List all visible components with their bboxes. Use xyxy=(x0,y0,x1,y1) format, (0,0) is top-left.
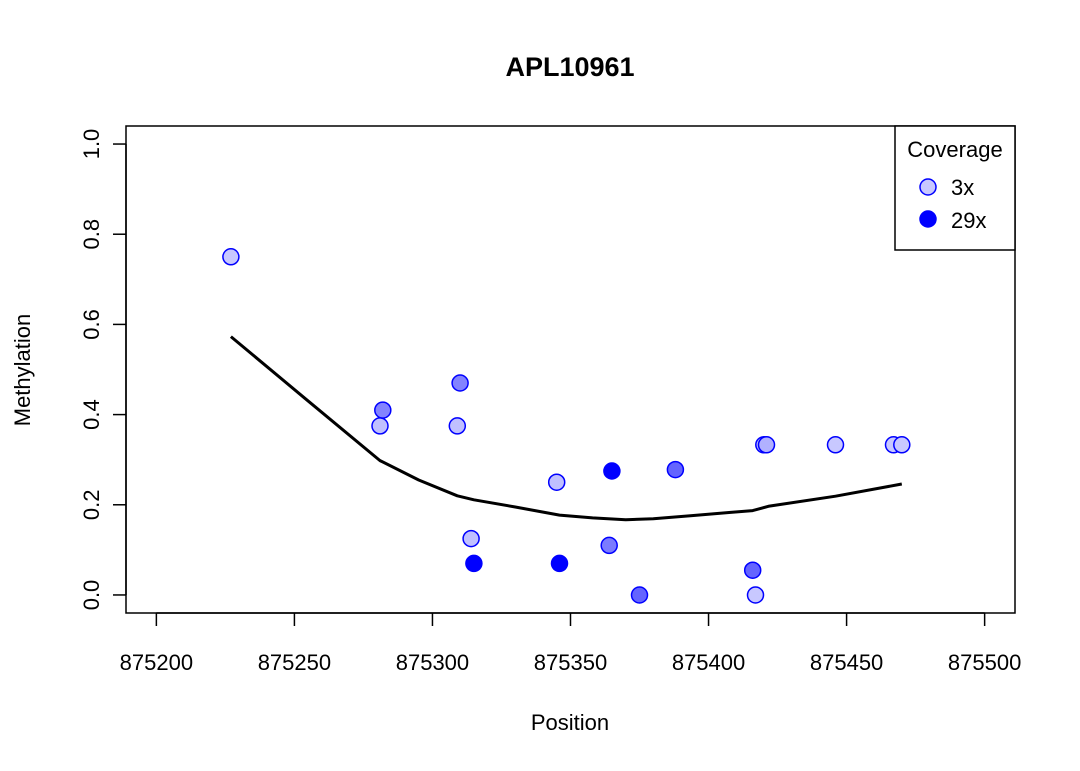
data-point-2 xyxy=(374,401,392,419)
data-point-1 xyxy=(371,417,389,435)
y-tick-label-4: 0.8 xyxy=(79,219,104,250)
x-tick-label-2: 875300 xyxy=(396,650,469,675)
data-point-8 xyxy=(550,554,569,573)
x-tick-label-0: 875200 xyxy=(120,650,193,675)
data-point-13 xyxy=(743,561,762,579)
legend-label-3x: 3x xyxy=(951,175,974,200)
y-tick-label-2: 0.4 xyxy=(79,399,104,430)
y-tick-label-3: 0.6 xyxy=(79,309,104,340)
data-point-0 xyxy=(222,248,240,266)
x-axis-label: Position xyxy=(531,710,609,735)
data-point-5 xyxy=(462,529,480,548)
data-point-6 xyxy=(465,554,483,573)
x-tick-label-5: 875450 xyxy=(810,650,883,675)
data-point-4 xyxy=(451,374,469,392)
x-axis: 875200 875250 875300 875350 875400 875450 8755… xyxy=(120,612,1021,675)
x-tick-label-3: 875350 xyxy=(534,650,607,675)
y-tick-label-5: 1.0 xyxy=(79,129,104,160)
data-point-11 xyxy=(630,586,649,604)
data-point-19 xyxy=(893,436,911,454)
y-axis-label: Methylation xyxy=(10,314,35,427)
y-tick-label-1: 0.2 xyxy=(79,490,104,521)
chart-title: APL10961 xyxy=(505,52,634,82)
legend-box xyxy=(894,125,1016,251)
legend: Coverage 3x 29x xyxy=(894,125,1016,251)
legend-marker-3x xyxy=(919,178,937,196)
data-point-7 xyxy=(547,473,566,491)
points-layer xyxy=(222,248,911,604)
data-point-12 xyxy=(666,460,685,479)
x-tick-label-1: 875250 xyxy=(258,650,331,675)
data-point-10 xyxy=(603,462,621,480)
legend-marker-29x xyxy=(919,210,937,228)
x-tick-label-6: 875500 xyxy=(948,650,1021,675)
smooth-line xyxy=(229,335,903,522)
data-point-17 xyxy=(826,436,845,454)
legend-title: Coverage xyxy=(907,137,1002,162)
data-point-16 xyxy=(757,436,776,454)
legend-label-29x: 29x xyxy=(951,208,986,233)
y-tick-label-0: 0.0 xyxy=(79,580,104,611)
plot-frame xyxy=(125,125,1016,614)
data-point-3 xyxy=(448,417,467,435)
data-point-14 xyxy=(746,586,765,604)
smooth-line-layer xyxy=(229,335,903,522)
x-tick-label-4: 875400 xyxy=(672,650,745,675)
y-axis: 0.0 0.2 0.4 0.6 0.8 1.0 xyxy=(79,129,127,611)
data-point-9 xyxy=(600,536,618,555)
